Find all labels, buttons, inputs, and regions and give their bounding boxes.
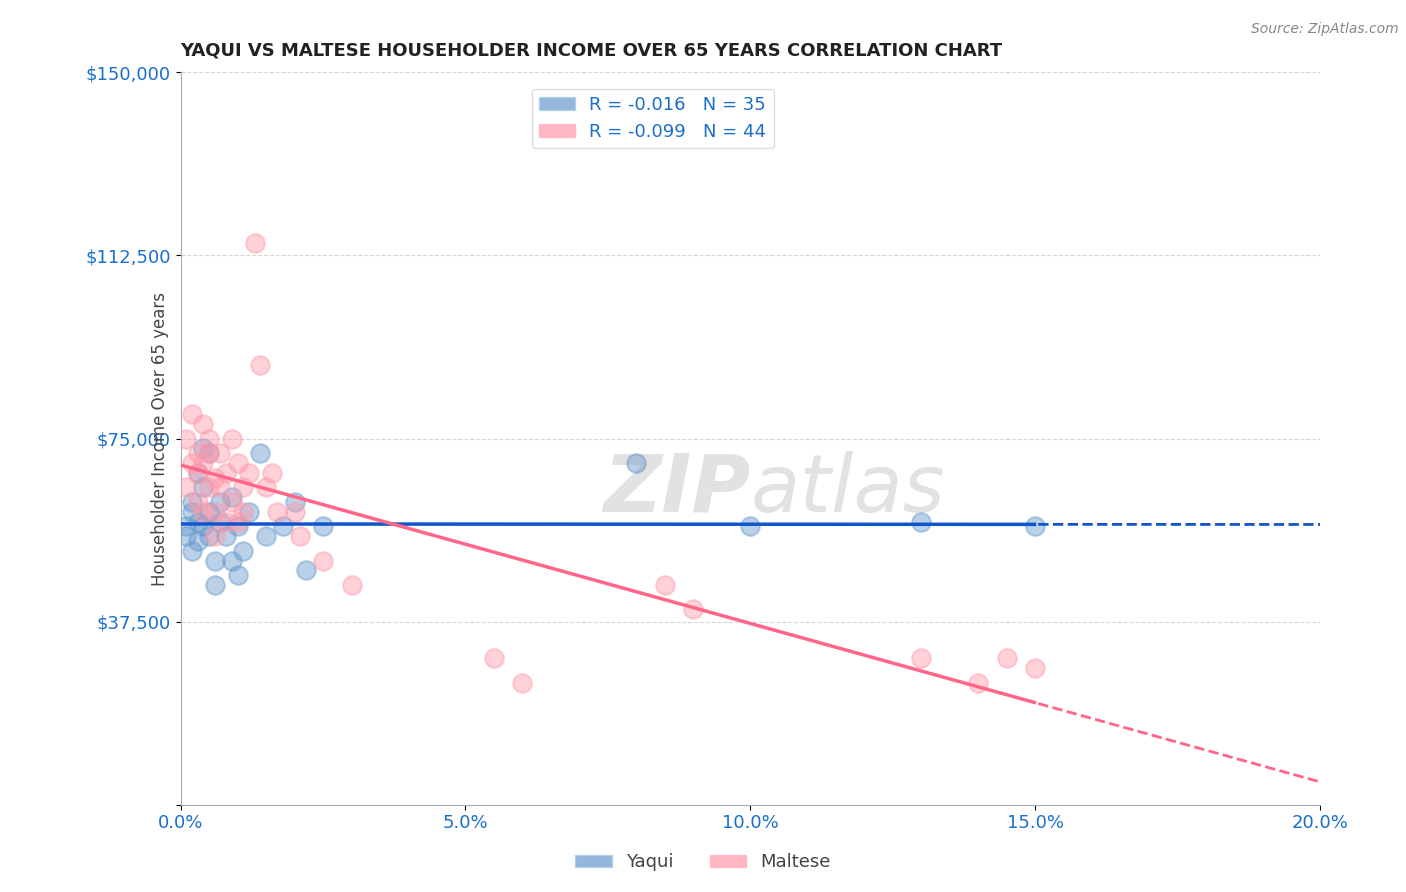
Point [187, 495, 209, 509]
Point [193, 505, 215, 519]
Point [238, 466, 260, 480]
Point [254, 529, 277, 543]
Point [266, 505, 288, 519]
Point [260, 466, 283, 480]
Point [209, 480, 232, 494]
Point [204, 470, 226, 484]
Point [181, 495, 204, 509]
Point [340, 578, 363, 592]
Text: Source: ZipAtlas.com: Source: ZipAtlas.com [1251, 22, 1399, 37]
Point [312, 519, 335, 533]
Point [204, 553, 226, 567]
Point [174, 480, 197, 494]
Point [209, 515, 232, 529]
Point [226, 519, 249, 533]
Point [187, 534, 209, 549]
Point [187, 515, 209, 529]
Point [271, 519, 294, 533]
Point [215, 515, 238, 529]
Point [198, 480, 221, 494]
Point [226, 568, 249, 582]
Point [249, 359, 271, 373]
Point [198, 432, 221, 446]
Point [181, 505, 204, 519]
Point [204, 505, 226, 519]
Point [174, 519, 197, 533]
Point [283, 505, 305, 519]
Point [682, 602, 704, 616]
Text: YAQUI VS MALTESE HOUSEHOLDER INCOME OVER 65 YEARS CORRELATION CHART: YAQUI VS MALTESE HOUSEHOLDER INCOME OVER… [180, 42, 1002, 60]
Point [290, 529, 312, 543]
Point [187, 466, 209, 480]
Point [198, 446, 221, 460]
Point [232, 505, 254, 519]
Point [482, 651, 505, 665]
Point [626, 456, 648, 470]
Point [232, 480, 254, 494]
Point [187, 466, 209, 480]
Text: atlas: atlas [751, 450, 945, 529]
Point [215, 529, 238, 543]
Point [1024, 519, 1046, 533]
Point [295, 563, 318, 577]
Point [193, 417, 215, 431]
Point [226, 456, 249, 470]
Point [238, 505, 260, 519]
Point [181, 407, 204, 421]
Point [226, 515, 249, 529]
Point [209, 495, 232, 509]
Point [187, 446, 209, 460]
Point [967, 675, 990, 690]
Point [193, 456, 215, 470]
Point [512, 675, 534, 690]
Point [243, 236, 266, 251]
Point [204, 529, 226, 543]
Point [181, 456, 204, 470]
Point [221, 490, 243, 504]
Legend: Yaqui, Maltese: Yaqui, Maltese [568, 847, 838, 879]
Point [181, 544, 204, 558]
Y-axis label: Householder Income Over 65 years: Householder Income Over 65 years [152, 292, 169, 585]
Point [193, 480, 215, 494]
Point [283, 495, 305, 509]
Point [198, 505, 221, 519]
Point [193, 519, 215, 533]
Point [995, 651, 1018, 665]
Point [312, 553, 335, 567]
Text: ZIP: ZIP [603, 450, 751, 529]
Point [204, 578, 226, 592]
Point [221, 432, 243, 446]
Point [198, 529, 221, 543]
Point [221, 495, 243, 509]
Point [174, 432, 197, 446]
Point [1024, 661, 1046, 675]
Legend: R = -0.016   N = 35, R = -0.099   N = 44: R = -0.016 N = 35, R = -0.099 N = 44 [531, 89, 773, 148]
Point [910, 515, 932, 529]
Point [174, 529, 197, 543]
Point [209, 446, 232, 460]
Point [910, 651, 932, 665]
Point [254, 480, 277, 494]
Point [198, 446, 221, 460]
Point [193, 442, 215, 456]
Point [232, 544, 254, 558]
Point [221, 553, 243, 567]
Point [654, 578, 676, 592]
Point [215, 466, 238, 480]
Point [740, 519, 762, 533]
Point [249, 446, 271, 460]
